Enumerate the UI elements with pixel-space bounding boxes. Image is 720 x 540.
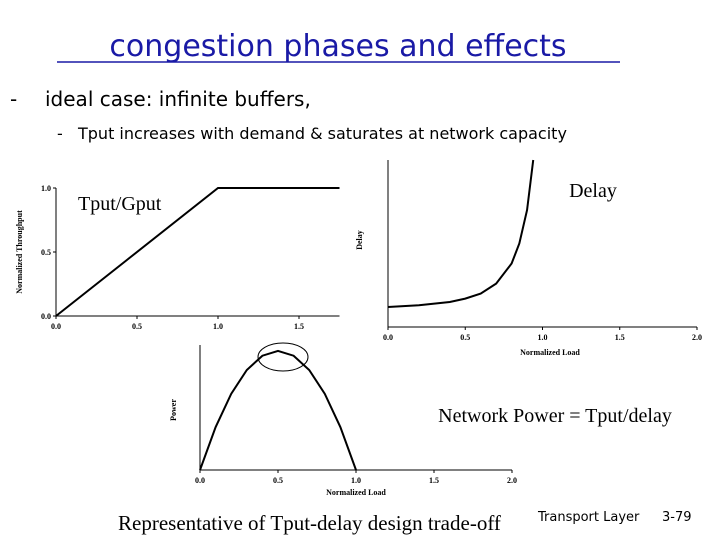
y-axis-title: Normalized Throughput [15, 210, 24, 294]
x-tick-label: 1.5 [429, 476, 439, 485]
slide-title: congestion phases and effects [109, 29, 566, 64]
x-tick-label: 2.0 [692, 333, 702, 342]
x-axis-title: Normalized Load [326, 488, 386, 497]
annotation: Network Power = Tput/delay [438, 405, 672, 427]
page-number: 3-79 [662, 510, 692, 525]
line-series [387, 159, 535, 308]
x-tick-label: 0.5 [460, 333, 470, 342]
highlight [257, 342, 309, 372]
bullet-marker: - [10, 87, 17, 111]
x-tick-label: 0.5 [132, 322, 142, 331]
x-tick-label: 1.0 [351, 476, 361, 485]
line-series [55, 187, 340, 317]
line-series [199, 349, 357, 471]
caption: Representative of Tput-delay design trad… [118, 511, 501, 535]
x-tick-label: 0.0 [51, 322, 61, 331]
x-tick-label: 0.0 [383, 333, 393, 342]
y-tick-label: 1.0 [41, 184, 51, 193]
y-axis-title: Delay [355, 230, 364, 250]
x-tick-label: 1.5 [294, 322, 304, 331]
x-tick-label: 2.0 [507, 476, 517, 485]
sub-bullet-marker: - [57, 124, 63, 143]
x-tick-label: 0.5 [273, 476, 283, 485]
annotation: Delay [569, 180, 617, 202]
annotation: Tput/Gput [78, 193, 162, 215]
x-tick-label: 1.0 [538, 333, 548, 342]
x-axis-title: Normalized Load [520, 348, 580, 357]
y-axis-title: Power [169, 399, 178, 421]
x-tick-label: 1.0 [213, 322, 223, 331]
bullet: ideal case: infinite buffers, [45, 87, 311, 111]
x-tick-label: 1.5 [615, 333, 625, 342]
x-tick-label: 0.0 [195, 476, 205, 485]
y-tick-label: 0.5 [41, 248, 51, 257]
footer: Transport Layer [537, 510, 640, 525]
sub-bullet: Tput increases with demand & saturates a… [77, 124, 567, 143]
y-tick-label: 0.0 [41, 312, 51, 321]
